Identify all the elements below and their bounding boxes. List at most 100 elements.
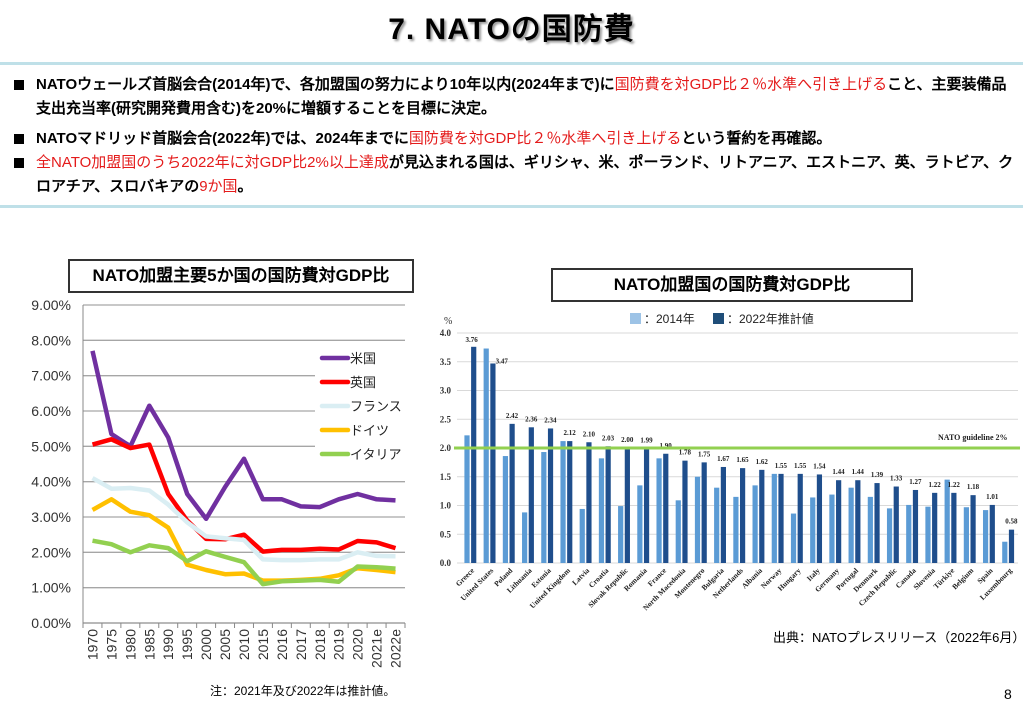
x-tick-label: 2021e [369,629,385,668]
x-tick-label: 2005 [217,629,233,660]
x-tick-label: Belgium [950,566,976,592]
bar-2022 [701,462,707,563]
bar-2022 [836,480,842,563]
line-series-1 [91,437,397,554]
bar-2022 [586,442,592,563]
y-tick-label: 7.00% [31,368,71,384]
bar-2022 [605,446,611,563]
bullet-text: 全NATO加盟国のうち2022年に対GDP比2%以上達成が見込まれる国は、ギリシ… [36,151,1015,199]
line-series-0 [90,350,396,522]
x-tick-label: 2017 [293,629,309,660]
bar-2022 [797,473,803,563]
bar-data-label: 1.33 [890,475,903,483]
bar-data-label: 2.36 [525,415,538,423]
bar-2014 [944,479,950,563]
bar-data-label: 1.44 [852,468,865,476]
page-title: 7. NATOの国防費 [388,13,635,46]
bar-data-label: 1.62 [756,458,769,466]
line-chart-title: NATO加盟主要5か国の国防費対GDP比 [68,259,414,293]
bar-2022 [567,441,573,563]
y-tick-label: 0.0 [440,558,452,568]
bar-2022 [663,453,669,563]
bullet-text-segment: NATOウェールズ首脳会合(2014年)で、各加盟国の努力により10年以内(20… [36,76,615,93]
legend-swatch [630,313,641,324]
legend-label: 英国 [350,375,376,390]
x-tick-label: 2015 [255,629,271,660]
y-axis-label: % [444,316,452,327]
bar-data-label: 1.54 [813,462,826,470]
y-tick-label: 5.00% [31,438,71,454]
bar-2022 [932,492,938,563]
x-tick-label: 1975 [103,629,119,660]
bar-chart: ：2014年 ：2022年推計値% 0.0 0.5 1.0 1.5 2.0 2.5 3.0 3.5… [440,311,1020,612]
bar-data-label: 1.44 [832,468,845,476]
bar-data-label: 0.58 [1005,518,1018,526]
y-tick-label: 1.00% [31,580,71,596]
bar-2022 [528,427,534,563]
y-tick-label: 2.00% [31,544,71,560]
bullet-item: NATOマドリッド首脳会合(2022年)では、2024年までに国防費を対GDP比… [10,127,1015,151]
highlight-text: 国防費を対GDP比２％水準へ引き上げる [408,130,682,147]
bar-2014 [790,513,797,563]
bar-2014 [618,506,624,563]
bar-2014 [541,452,547,563]
y-tick-label: 1.0 [440,501,452,511]
y-tick-label: 3.0 [440,386,452,396]
y-tick-label: 9.00% [31,297,71,313]
header-divider [0,62,1023,65]
line-chart: 0.00% 1.00% 2.00% 3.00% 4.00% 5.00% 6.00% 7.00%… [31,297,406,668]
x-tick-label: 2016 [274,629,290,660]
x-tick-label: 1970 [84,629,100,660]
x-tick-label: Slovenia [911,566,937,592]
bar-2014 [464,435,470,563]
highlight-text: 9か国 [199,178,238,195]
bar-2022 [624,448,630,563]
bar-2014 [579,508,585,563]
x-tick-label: 1990 [160,629,176,660]
y-tick-label: 6.00% [31,403,71,419]
y-tick-label: 3.00% [31,509,71,525]
bullet-square-icon [14,134,24,144]
bar-2014 [502,456,509,563]
bullet-text-segment: という誓約を再確認。 [681,130,832,147]
page-number: 8 [1004,686,1012,702]
x-tick-label: 2022e [388,629,404,668]
bar-2022 [759,469,765,563]
x-tick-label: 2018 [312,629,328,660]
bar-2014 [694,476,701,563]
bar-2014 [560,441,566,563]
bullet-text-segment: が見込まれる国は、ギリシャ、米、ポーランド、リトアニア、エストニア、英、ラトビア… [36,154,1014,195]
bar-2014 [637,485,643,563]
y-tick-label: 4.00% [31,474,71,490]
bar-2022 [951,492,957,563]
bar-2014 [1002,541,1008,563]
bar-data-label: 1.78 [679,449,692,457]
bar-2014 [963,507,969,563]
bar-data-label: 1.90 [660,442,673,450]
line-series-3 [91,497,396,583]
bar-2022 [816,474,823,563]
bar-2022 [643,448,650,563]
bar-2014 [867,496,873,563]
bullet-item: 全NATO加盟国のうち2022年に対GDP比2%以上達成が見込まれる国は、ギリシ… [10,151,1015,199]
y-tick-label: 1.5 [440,472,452,482]
line-series-4 [92,538,396,587]
bar-2022 [912,489,919,563]
bar-2014 [848,487,854,563]
y-tick-label: 0.00% [31,615,71,631]
line-chart-note: 注：2021年及び2022年は推計値。 [210,684,396,698]
bar-data-label: 2.34 [544,416,557,424]
bar-chart-source: 出典：NATOプレスリリース（2022年6月） [773,630,1023,645]
bar-data-label: 1.22 [928,481,941,489]
bar-2014 [714,487,720,563]
bar-2014 [886,508,893,563]
bar-2022 [989,504,995,563]
bar-2014 [675,500,681,563]
y-tick-label: 3.5 [440,357,452,367]
bar-data-label: 2.42 [506,412,519,420]
highlight-text: 全NATO加盟国のうち2022年に対GDP比2%以上達成 [36,154,389,171]
legend-swatch [713,313,724,324]
x-tick-label: 2000 [198,629,214,660]
bar-data-label: 2.03 [602,434,615,442]
legend-label: 米国 [350,351,376,366]
